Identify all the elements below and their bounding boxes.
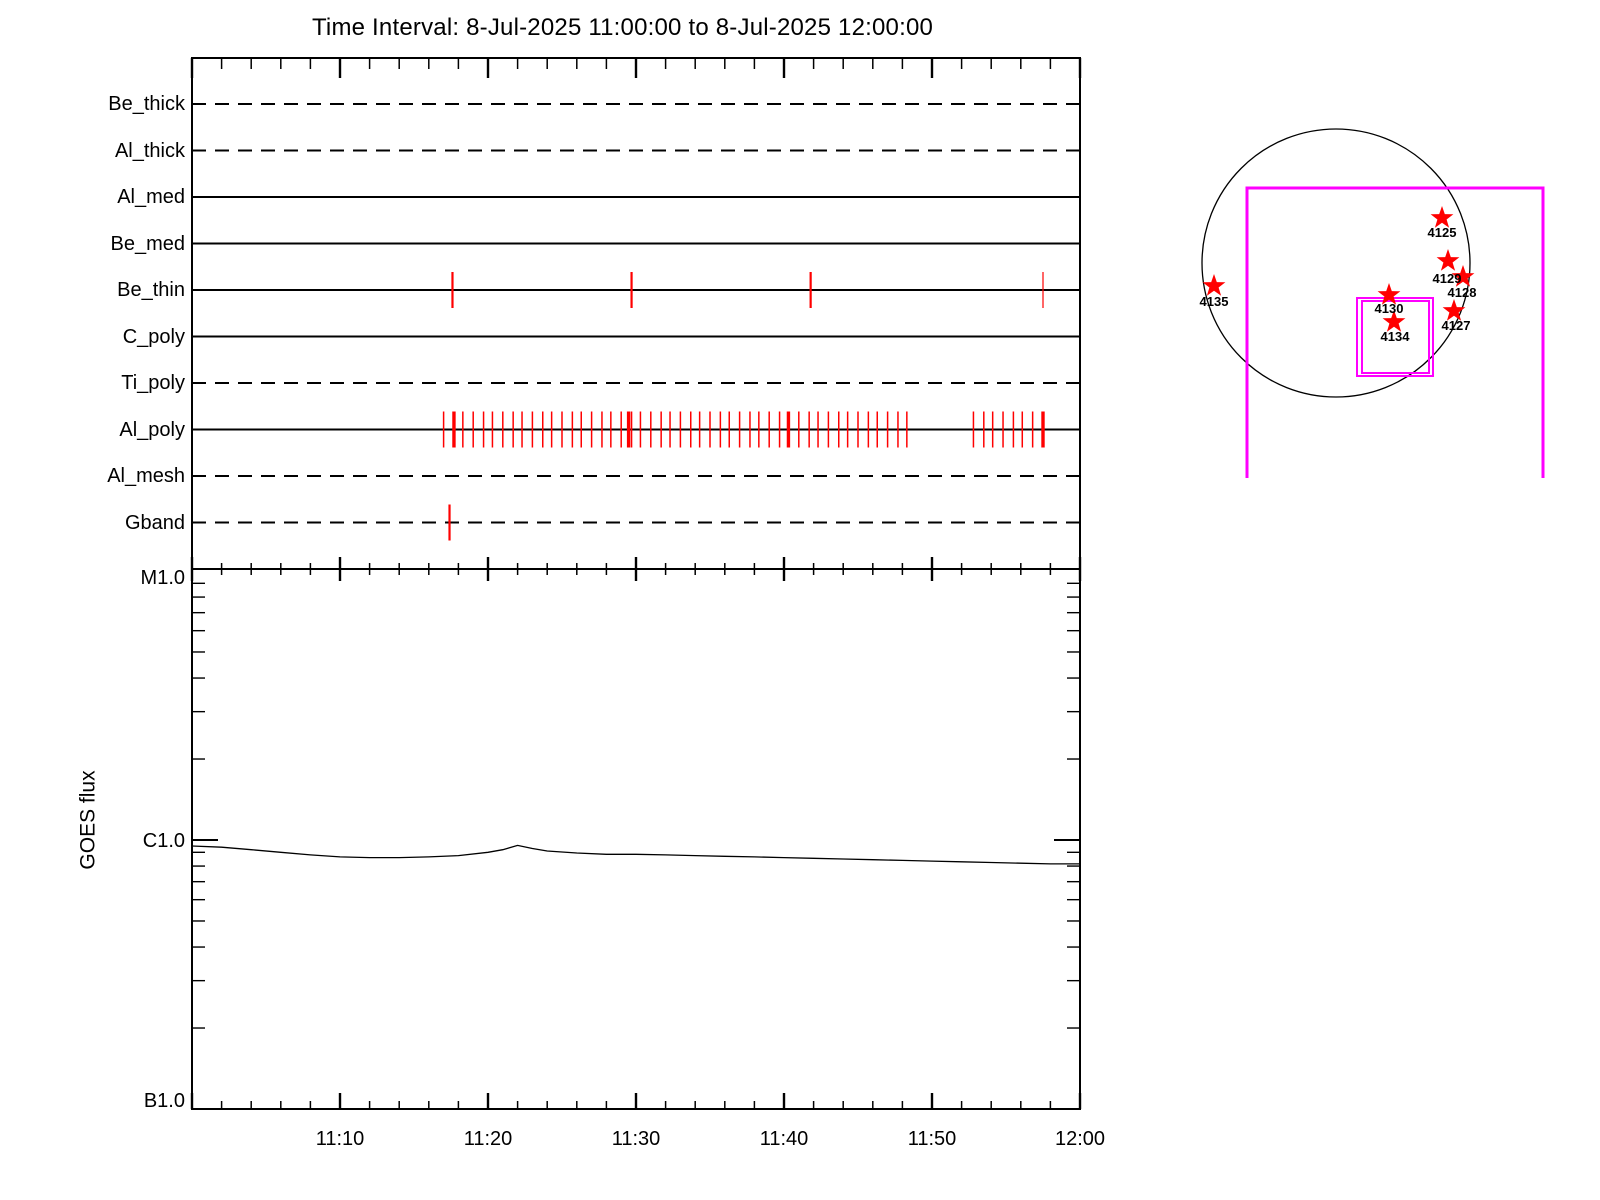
active-region-star-4134 [1382, 310, 1406, 332]
x-tick-1140: 11:40 [759, 1128, 809, 1150]
active-region-star-4125 [1430, 206, 1454, 228]
filter-label-al-med: Al_med [117, 186, 185, 208]
filter-label-c-poly: C_poly [122, 326, 185, 348]
active-region-star-4130 [1377, 283, 1401, 305]
x-tick-1150: 11:50 [907, 1128, 957, 1150]
x-tick-1200: 12:00 [1054, 1128, 1106, 1150]
plot-title: Time Interval: 8-Jul-2025 11:00:00 to 8-… [311, 14, 934, 41]
timeline-panel-border [191, 57, 1081, 570]
ar-label-4125: 4125 [1427, 225, 1457, 240]
ar-label-4127: 4127 [1441, 318, 1471, 333]
y-tick-m1: M1.0 [140, 567, 185, 589]
fov-rectangle [1245, 186, 1545, 478]
solar-limb-circle [1201, 128, 1471, 398]
x-tick-1130: 11:30 [611, 1128, 661, 1150]
filter-label-ti-poly: Ti_poly [121, 372, 185, 394]
filter-label-al-mesh: Al_mesh [107, 465, 185, 487]
filter-label-gband: Gband [124, 512, 185, 534]
filter-label-be-thick: Be_thick [108, 93, 185, 115]
y-tick-c1: C1.0 [142, 830, 185, 852]
target-box [1356, 297, 1434, 377]
active-region-star-4128 [1451, 265, 1475, 287]
active-region-star-4127 [1442, 299, 1466, 321]
ar-label-4129: 4129 [1432, 271, 1462, 286]
filter-label-al-poly: Al_poly [119, 419, 185, 441]
ar-label-4130: 4130 [1374, 301, 1404, 316]
ar-label-4128: 4128 [1447, 285, 1477, 300]
filter-label-be-thin: Be_thin [117, 279, 185, 301]
ar-label-4134: 4134 [1380, 329, 1410, 344]
filter-label-al-thick: Al_thick [114, 140, 185, 162]
goes-panel-border [191, 568, 1081, 1110]
active-region-star-4135 [1202, 274, 1226, 296]
target-box [1361, 300, 1430, 374]
x-tick-1120: 11:20 [463, 1128, 513, 1150]
active-region-star-4129 [1436, 249, 1460, 271]
y-axis-title: GOES flux [76, 770, 100, 870]
y-tick-b1: B1.0 [143, 1090, 185, 1112]
filter-label-be-med: Be_med [110, 233, 186, 255]
ar-label-4135: 4135 [1199, 294, 1229, 309]
x-tick-1110: 11:10 [315, 1128, 365, 1150]
goes-flux-curve [191, 844, 1080, 865]
